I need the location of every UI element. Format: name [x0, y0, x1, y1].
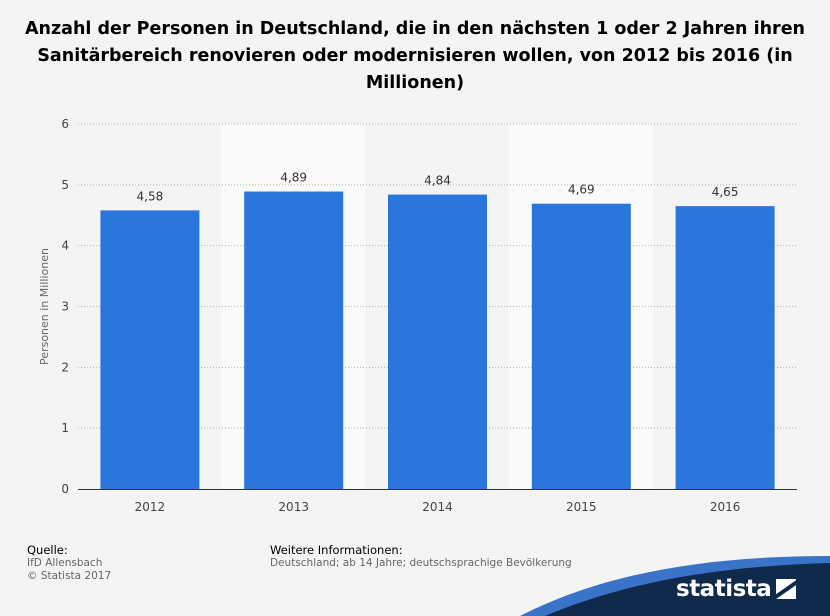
- statista-logo-icon: [776, 579, 797, 599]
- y-tick-label: 1: [61, 421, 69, 435]
- x-tick-labels: 2012 2013 2014 2015 2016: [135, 500, 741, 514]
- source-block: Quelle: IfD Allensbach © Statista 2017: [27, 544, 111, 583]
- info-text: Deutschland; ab 14 Jahre; deutschsprachi…: [270, 557, 572, 569]
- bar-chart: 0 1 2 3 4 5 6 2012 2013 2014 2015 2016 4,58 4,89 4,8…: [38, 117, 797, 514]
- value-label-2013: 4,89: [280, 171, 307, 185]
- logo-text: statista: [676, 576, 772, 602]
- value-label-2015: 4,69: [568, 183, 595, 197]
- bar-2014[interactable]: [388, 194, 487, 490]
- value-label-2016: 4,65: [712, 185, 739, 199]
- x-tick-label-2014: 2014: [422, 500, 453, 514]
- source-line: IfD Allensbach: [27, 557, 103, 569]
- wave-base: [545, 563, 830, 616]
- y-tick-labels: 0 1 2 3 4 5 6: [61, 117, 69, 496]
- y-tick-label: 3: [61, 300, 69, 314]
- value-label-2012: 4,58: [137, 189, 164, 203]
- bar-2013[interactable]: [244, 191, 344, 489]
- source-label: Quelle:: [27, 543, 68, 557]
- bars: [100, 191, 775, 490]
- y-tick-label: 5: [61, 178, 69, 192]
- x-tick-label-2015: 2015: [566, 500, 597, 514]
- y-axis-label: Personen in Millionen: [38, 248, 51, 365]
- info-label: Weitere Informationen:: [270, 543, 403, 557]
- y-tick-label: 6: [61, 117, 69, 131]
- value-labels: 4,58 4,89 4,84 4,69 4,65: [137, 171, 739, 204]
- statista-logo[interactable]: statista: [676, 574, 797, 604]
- y-tick-label: 4: [61, 239, 69, 253]
- y-tick-label: 0: [61, 482, 69, 496]
- value-label-2014: 4,84: [424, 174, 451, 188]
- bar-2016[interactable]: [675, 206, 775, 489]
- info-block: Weitere Informationen: Deutschland; ab 1…: [270, 544, 572, 570]
- x-tick-label-2016: 2016: [710, 500, 741, 514]
- bar-2012[interactable]: [100, 210, 200, 489]
- y-tick-label: 2: [61, 360, 69, 374]
- x-tick-label-2013: 2013: [278, 500, 309, 514]
- bar-2015[interactable]: [531, 203, 631, 490]
- chart-title: Anzahl der Personen in Deutschland, die …: [24, 19, 806, 93]
- copyright-line: © Statista 2017: [27, 570, 112, 582]
- x-tick-label-2012: 2012: [135, 500, 166, 514]
